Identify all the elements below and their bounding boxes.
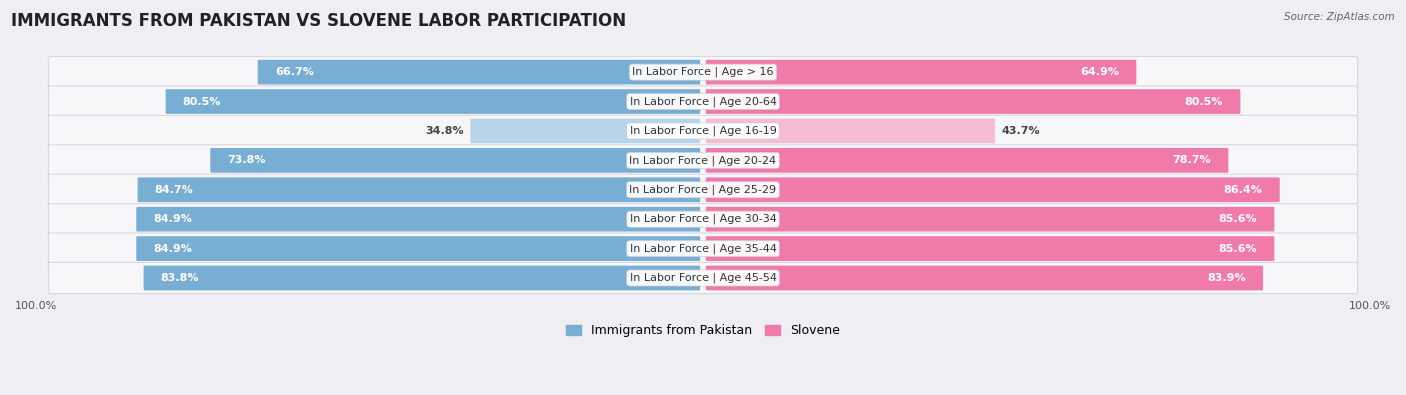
Text: In Labor Force | Age > 16: In Labor Force | Age > 16 (633, 67, 773, 77)
FancyBboxPatch shape (48, 262, 1358, 293)
Text: 83.9%: 83.9% (1208, 273, 1246, 283)
FancyBboxPatch shape (136, 207, 700, 231)
Text: Source: ZipAtlas.com: Source: ZipAtlas.com (1284, 12, 1395, 22)
FancyBboxPatch shape (211, 148, 700, 173)
Text: In Labor Force | Age 20-24: In Labor Force | Age 20-24 (630, 155, 776, 166)
FancyBboxPatch shape (48, 174, 1358, 205)
FancyBboxPatch shape (706, 236, 1274, 261)
FancyBboxPatch shape (48, 56, 1358, 88)
FancyBboxPatch shape (706, 89, 1240, 114)
FancyBboxPatch shape (706, 207, 1274, 231)
Text: 84.9%: 84.9% (153, 214, 193, 224)
FancyBboxPatch shape (706, 60, 1136, 85)
Text: 80.5%: 80.5% (183, 96, 221, 107)
Text: 43.7%: 43.7% (1001, 126, 1039, 136)
Text: 34.8%: 34.8% (426, 126, 464, 136)
Text: In Labor Force | Age 16-19: In Labor Force | Age 16-19 (630, 126, 776, 136)
Text: In Labor Force | Age 35-44: In Labor Force | Age 35-44 (630, 243, 776, 254)
FancyBboxPatch shape (138, 177, 700, 202)
Text: 78.7%: 78.7% (1173, 155, 1211, 166)
FancyBboxPatch shape (706, 266, 1263, 290)
FancyBboxPatch shape (706, 118, 995, 143)
Text: 85.6%: 85.6% (1219, 214, 1257, 224)
Text: 80.5%: 80.5% (1185, 96, 1223, 107)
FancyBboxPatch shape (48, 203, 1358, 235)
FancyBboxPatch shape (706, 148, 1229, 173)
FancyBboxPatch shape (48, 145, 1358, 176)
Text: 66.7%: 66.7% (274, 67, 314, 77)
FancyBboxPatch shape (166, 89, 700, 114)
Legend: Immigrants from Pakistan, Slovene: Immigrants from Pakistan, Slovene (561, 320, 845, 342)
Text: In Labor Force | Age 20-64: In Labor Force | Age 20-64 (630, 96, 776, 107)
Text: 85.6%: 85.6% (1219, 244, 1257, 254)
FancyBboxPatch shape (471, 118, 700, 143)
Text: 84.7%: 84.7% (155, 185, 194, 195)
Text: 83.8%: 83.8% (160, 273, 200, 283)
FancyBboxPatch shape (48, 115, 1358, 147)
Text: In Labor Force | Age 30-34: In Labor Force | Age 30-34 (630, 214, 776, 224)
Text: 64.9%: 64.9% (1080, 67, 1119, 77)
FancyBboxPatch shape (143, 266, 700, 290)
FancyBboxPatch shape (257, 60, 700, 85)
FancyBboxPatch shape (136, 236, 700, 261)
Text: IMMIGRANTS FROM PAKISTAN VS SLOVENE LABOR PARTICIPATION: IMMIGRANTS FROM PAKISTAN VS SLOVENE LABO… (11, 12, 627, 30)
Text: 84.9%: 84.9% (153, 244, 193, 254)
FancyBboxPatch shape (48, 86, 1358, 117)
Text: In Labor Force | Age 45-54: In Labor Force | Age 45-54 (630, 273, 776, 283)
Text: 86.4%: 86.4% (1223, 185, 1263, 195)
FancyBboxPatch shape (706, 177, 1279, 202)
FancyBboxPatch shape (48, 233, 1358, 264)
Text: In Labor Force | Age 25-29: In Labor Force | Age 25-29 (630, 184, 776, 195)
Text: 73.8%: 73.8% (228, 155, 266, 166)
